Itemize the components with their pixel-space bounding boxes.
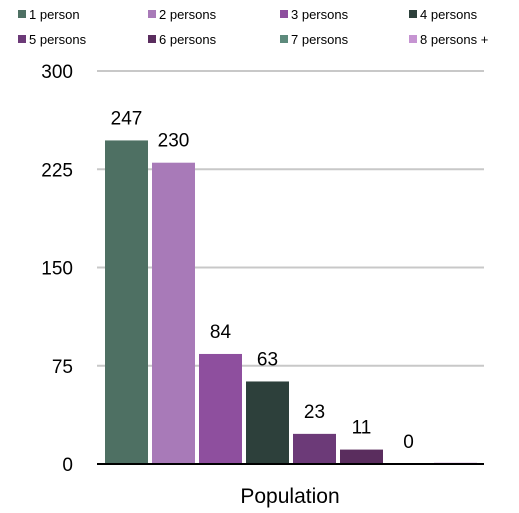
legend-item: 4 persons	[409, 7, 478, 22]
y-tick-label: 225	[41, 160, 73, 181]
data-label: 63	[257, 349, 278, 370]
legend-swatch	[280, 35, 288, 43]
legend-item: 5 persons	[18, 32, 87, 47]
legend-label: 7 persons	[291, 32, 349, 47]
legend-label: 2 persons	[159, 7, 217, 22]
data-label: 84	[210, 322, 232, 343]
data-label: 23	[304, 402, 325, 423]
legend-swatch	[148, 10, 156, 18]
legend-label: 1 person	[29, 7, 80, 22]
legend-item: 6 persons	[148, 32, 217, 47]
legend-label: 6 persons	[159, 32, 217, 47]
legend-item: 3 persons	[280, 7, 349, 22]
bar-2-persons	[152, 162, 195, 464]
bar-4-persons	[246, 381, 289, 464]
legend-item: 2 persons	[148, 7, 217, 22]
bars	[105, 140, 477, 464]
legend-swatch	[409, 10, 417, 18]
data-label: 11	[352, 418, 372, 439]
legend-swatch	[18, 10, 26, 18]
legend-item: 8 persons +	[409, 32, 488, 47]
bar-3-persons	[199, 353, 242, 464]
legend-label: 3 persons	[291, 7, 349, 22]
y-tick-label: 0	[62, 455, 73, 476]
legend-swatch	[18, 35, 26, 43]
bar-1-person	[105, 140, 148, 464]
legend-swatch	[280, 10, 288, 18]
legend-swatch	[148, 35, 156, 43]
data-label: 0	[403, 432, 414, 453]
data-label: 230	[158, 131, 190, 152]
legend-swatch	[409, 35, 417, 43]
bar-5-persons	[293, 433, 336, 464]
legend: 1 person 2 persons 3 persons 4 persons 5 per…	[18, 7, 488, 47]
bar-6-persons	[340, 449, 383, 464]
legend-label: 4 persons	[420, 7, 478, 22]
data-label: 247	[111, 108, 143, 129]
y-axis-ticks: 0 75 150 225 300	[41, 62, 73, 476]
legend-label: 8 persons +	[420, 32, 488, 47]
legend-item: 1 person	[18, 7, 80, 22]
y-tick-label: 75	[52, 357, 73, 378]
y-tick-label: 300	[41, 62, 73, 83]
data-labels: 247 230 84 63 23 11 0	[111, 108, 414, 453]
x-axis-title: Population	[240, 485, 339, 508]
legend-item: 7 persons	[280, 32, 349, 47]
y-tick-label: 150	[41, 259, 73, 280]
legend-label: 5 persons	[29, 32, 87, 47]
